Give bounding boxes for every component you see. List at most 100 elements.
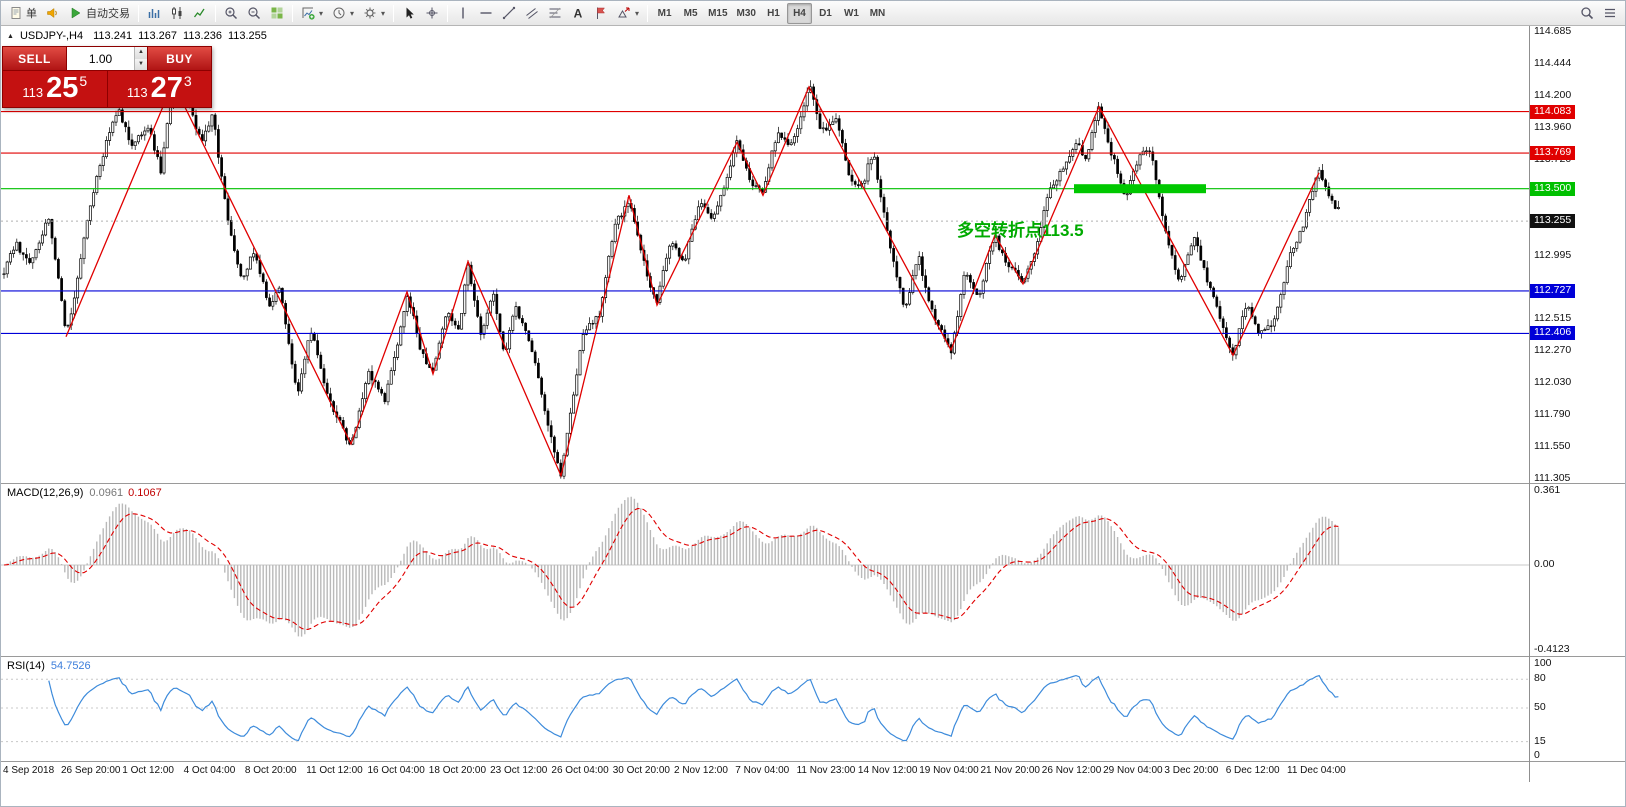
time-label: 6 Dec 12:00 [1225,765,1280,776]
clock-icon [333,7,345,19]
new-order-button[interactable]: 单 [5,3,41,24]
bar-chart-button[interactable] [143,3,165,24]
rsi-tick: 15 [1534,734,1546,747]
price-chart-panel: ▲ USDJPY-,H4 113.241 113.267 113.236 113… [1,25,1626,484]
timeframe-m5-button[interactable]: M5 [683,7,698,19]
candlestick-button[interactable] [166,3,188,24]
price-badge-113.500: 113.500 [1530,181,1576,196]
time-label: 14 Nov 12:00 [857,765,918,776]
bid-pipette: 5 [79,73,88,89]
lot-size-input[interactable] [67,47,134,70]
new-chart-icon [302,7,315,20]
timeframe-m15-button[interactable]: M15 [708,7,728,19]
price-tick: 114.200 [1534,89,1572,102]
new-chart-button[interactable]: ▾ [297,3,327,24]
lot-decrement-arrow[interactable]: ▼ [135,58,147,70]
rsi-value: 54.7526 [50,660,91,672]
templates-button[interactable]: ▾ [359,3,389,24]
bid-price-display[interactable]: 113 25 5 [3,71,108,107]
cursor-button[interactable] [398,3,420,24]
lot-increment-arrow[interactable]: ▲ [135,47,147,59]
toolbox-icon [1605,8,1615,18]
bid-prefix: 113 [22,85,44,100]
time-label: 21 Nov 20:00 [980,765,1041,776]
time-axis[interactable]: 4 Sep 2018 26 Sep 20:00 1 Oct 12:00 4 Oct 0… [1,762,1625,784]
rsi-title: RSI(14) [7,660,45,672]
timeframe-h4-button[interactable]: H4 [786,2,812,24]
text-a-icon: A [574,7,583,21]
text-tool-button[interactable]: A [567,3,589,24]
crosshair-button[interactable] [421,3,443,24]
toolbar-separator [138,4,139,22]
bid-price-badge: 113.255 [1530,214,1576,229]
chart-annotation-text[interactable]: 多空转折点113.5 [957,221,1084,240]
macd-histogram [6,496,1340,637]
vertical-line-icon [462,7,464,19]
time-label: 26 Sep 20:00 [61,765,121,776]
candles-down [18,86,1337,477]
macd-main-value: 0.0961 [89,487,124,499]
cursor-icon [406,7,414,19]
search-button[interactable] [1576,3,1598,24]
time-label: 30 Oct 20:00 [612,765,670,776]
ask-price-display[interactable]: 113 27 3 [108,71,212,107]
arrow-shapes-icon [618,7,630,18]
macd-tick: -0.4123 [1534,642,1570,655]
price-tick: 113.960 [1534,120,1572,133]
toolbox-button[interactable] [1599,3,1621,24]
timeframe-d1-button[interactable]: D1 [819,7,832,19]
price-tick: 111.305 [1534,472,1571,484]
alerts-button[interactable] [42,3,64,24]
periods-button[interactable]: ▾ [328,3,358,24]
symbol-collapse-arrow[interactable]: ▲ [7,32,14,40]
toolbar-separator [393,4,395,22]
rsi-tick: 80 [1534,672,1546,685]
macd-title: MACD(12,26,9) [7,487,84,499]
rsi-canvas[interactable] [1,657,1626,762]
timeframe-w1-button[interactable]: W1 [843,7,859,19]
fibonacci-button[interactable] [544,3,566,24]
autotrade-button[interactable]: 自动交易 [65,3,134,24]
horizontal-line-button[interactable] [475,3,497,24]
zoom-in-button[interactable] [220,3,242,24]
channel-button[interactable] [521,3,543,24]
zoom-out-button[interactable] [243,3,265,24]
timeframe-m30-button[interactable]: M30 [736,7,756,19]
crosshair-icon [426,7,438,19]
label-tool-button[interactable] [590,3,612,24]
new-order-label: 单 [26,8,37,20]
tile-windows-button[interactable] [266,3,288,24]
timeframe-mn-button[interactable]: MN [869,7,886,19]
horn-icon [47,8,57,18]
buy-button[interactable]: BUY [147,47,211,70]
price-chart-canvas[interactable] [1,26,1626,484]
sell-button[interactable]: SELL [3,47,67,70]
trendline-button[interactable] [498,3,520,24]
quote-low: 113.236 [183,30,222,42]
price-axis-separator[interactable] [1529,26,1530,782]
price-tick: 114.685 [1534,25,1572,37]
time-label: 11 Oct 12:00 [306,765,363,776]
line-chart-button[interactable] [189,3,211,24]
timeframe-h1-button[interactable]: H1 [767,7,780,19]
time-label: 16 Oct 04:00 [367,765,425,776]
vertical-line-button[interactable] [452,3,474,24]
label-flag-icon [597,7,606,19]
price-tick: 112.515 [1534,311,1572,324]
zigzag-line[interactable] [65,81,1320,478]
timeframe-m1-button[interactable]: M1 [657,7,672,19]
template-icon [364,7,376,19]
zoom-in-icon [225,7,238,20]
candlestick-icon [172,7,182,19]
dropdown-caret: ▾ [350,8,355,18]
timeframe-group: M1 M5 M15 M30 H1 H4 D1 W1 MN [652,2,890,24]
macd-signal-line [3,507,1339,630]
highlight-bar[interactable] [1074,184,1206,194]
rsi-tick: 0 [1534,749,1540,761]
macd-canvas[interactable] [1,484,1626,657]
arrows-tool-button[interactable]: ▾ [613,3,643,24]
time-label: 3 Dec 20:00 [1164,765,1219,776]
time-label: 23 Oct 12:00 [490,765,548,776]
autotrade-label: 自动交易 [86,8,130,20]
